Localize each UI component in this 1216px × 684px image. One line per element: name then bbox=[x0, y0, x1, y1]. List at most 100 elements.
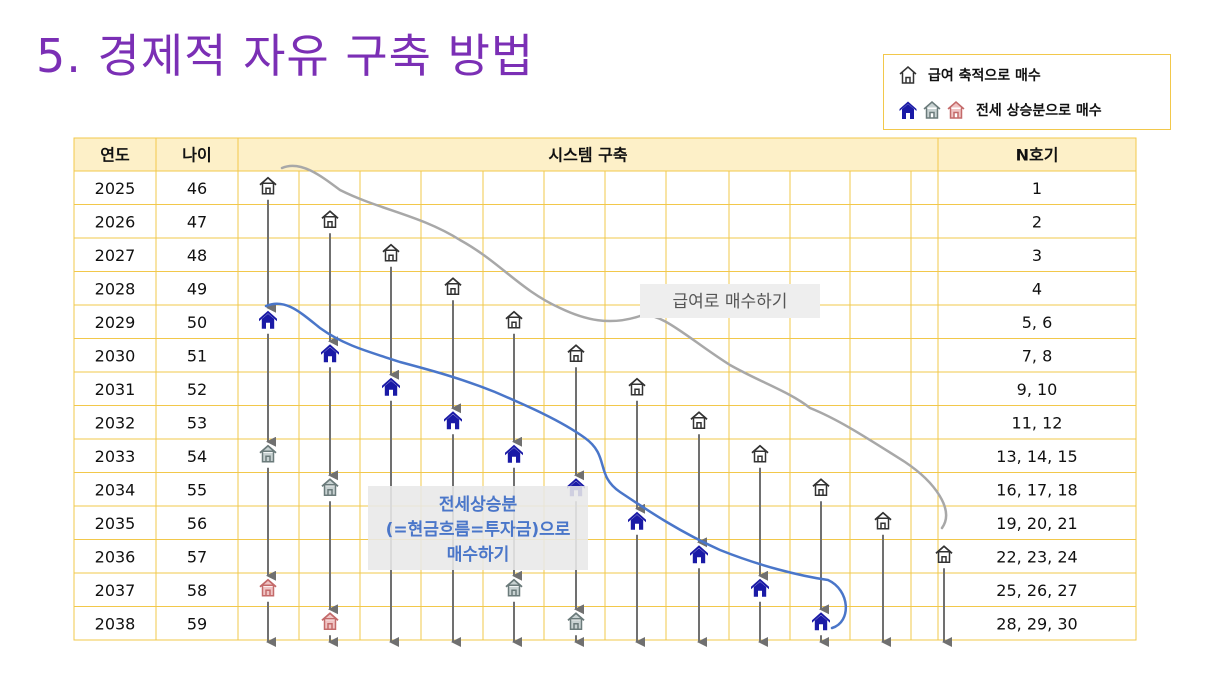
cell-age: 46 bbox=[187, 179, 207, 198]
house-blue-icon bbox=[444, 411, 462, 430]
house-shape bbox=[382, 243, 400, 262]
house-roof bbox=[751, 578, 769, 590]
house-roof bbox=[505, 310, 523, 320]
cell-year: 2037 bbox=[95, 581, 136, 600]
house-body bbox=[753, 581, 767, 597]
house-door bbox=[573, 623, 579, 630]
house-roof bbox=[505, 444, 523, 456]
house-door bbox=[511, 589, 517, 596]
house-body bbox=[261, 313, 275, 329]
house-door bbox=[818, 489, 824, 496]
cell-age: 49 bbox=[187, 279, 207, 298]
house-body bbox=[630, 514, 644, 530]
cell-n: 2 bbox=[1032, 212, 1042, 231]
cell-n: 7, 8 bbox=[1022, 346, 1053, 365]
house-roof bbox=[259, 578, 277, 588]
salary-note-bg bbox=[640, 284, 820, 318]
cell-year: 2029 bbox=[95, 313, 136, 332]
cell-n: 16, 17, 18 bbox=[996, 480, 1077, 499]
house-gray-icon bbox=[567, 612, 585, 630]
header-n: N호기 bbox=[1016, 146, 1059, 165]
legend-row-salary: 급여 축적으로 매수 bbox=[898, 65, 1041, 85]
house-roof bbox=[321, 210, 339, 219]
cell-age: 57 bbox=[187, 547, 207, 566]
house-roof bbox=[874, 511, 892, 521]
house-body bbox=[507, 447, 521, 463]
house-shape bbox=[628, 377, 646, 396]
house-roof bbox=[935, 545, 953, 554]
cell-age: 56 bbox=[187, 514, 207, 533]
cell-n: 1 bbox=[1032, 179, 1042, 198]
house-shape bbox=[567, 612, 585, 630]
house-body bbox=[446, 414, 460, 430]
house-shape bbox=[505, 310, 523, 329]
cell-age: 53 bbox=[187, 413, 207, 432]
house-blue-icon bbox=[505, 444, 523, 463]
cell-n: 28, 29, 30 bbox=[996, 614, 1077, 633]
cell-year: 2026 bbox=[95, 212, 136, 231]
house-shape bbox=[874, 511, 892, 530]
house-roof bbox=[812, 612, 830, 623]
house-outline-icon bbox=[899, 66, 917, 84]
house-roof bbox=[567, 478, 585, 489]
house-blue-icon bbox=[751, 578, 769, 597]
house-roof bbox=[321, 612, 339, 621]
cell-n: 13, 14, 15 bbox=[996, 447, 1077, 466]
house-blue-icon bbox=[321, 344, 339, 363]
cell-age: 59 bbox=[187, 614, 207, 633]
house-shape bbox=[259, 578, 277, 597]
house-roof bbox=[259, 310, 277, 322]
house-roof bbox=[259, 444, 277, 454]
header-system: 시스템 구축 bbox=[548, 146, 627, 165]
house-outline-icon bbox=[321, 210, 339, 228]
house-door bbox=[757, 455, 763, 462]
house-blue-icon bbox=[382, 377, 400, 396]
house-body bbox=[384, 380, 398, 396]
house-door bbox=[265, 455, 271, 462]
cell-n: 5, 6 bbox=[1022, 313, 1053, 332]
house-outline-icon bbox=[505, 310, 523, 329]
deposit-note-line: 전세상승분 bbox=[439, 495, 518, 515]
house-gray-icon bbox=[505, 578, 523, 597]
cell-year: 2036 bbox=[95, 547, 136, 566]
house-roof bbox=[567, 344, 585, 353]
house-door bbox=[880, 522, 886, 529]
cell-age: 50 bbox=[187, 313, 207, 332]
house-shape bbox=[812, 478, 830, 496]
cell-age: 55 bbox=[187, 480, 207, 499]
deposit-note-line: 매수하기 bbox=[447, 545, 510, 565]
house-body bbox=[692, 548, 706, 564]
house-roof bbox=[567, 612, 585, 621]
deposit-note-line: (=현금흐름=투자금)으로 bbox=[386, 520, 571, 540]
cell-year: 2025 bbox=[95, 179, 136, 198]
cell-year: 2028 bbox=[95, 279, 136, 298]
salary-note: 급여로 매수하기 bbox=[673, 292, 788, 312]
house-gray-icon bbox=[923, 101, 941, 119]
cell-n: 19, 20, 21 bbox=[996, 514, 1077, 533]
house-shape bbox=[505, 578, 523, 597]
cell-age: 47 bbox=[187, 212, 207, 231]
house-door bbox=[696, 422, 702, 429]
header-year: 연도 bbox=[100, 146, 130, 165]
house-body bbox=[323, 347, 337, 363]
house-roof bbox=[321, 478, 339, 487]
house-shape bbox=[321, 478, 339, 496]
house-outline-icon bbox=[751, 444, 769, 463]
house-door bbox=[388, 254, 394, 261]
legend-box: 급여 축적으로 매수 전세 상승분으로 매수 bbox=[883, 54, 1171, 130]
cell-year: 2031 bbox=[95, 380, 136, 399]
house-door bbox=[573, 355, 579, 362]
cell-year: 2038 bbox=[95, 614, 136, 633]
house-shape bbox=[444, 277, 462, 295]
house-blue-icon bbox=[690, 545, 708, 564]
house-outline-icon bbox=[935, 545, 953, 563]
house-door bbox=[634, 388, 640, 395]
house-door bbox=[941, 556, 947, 563]
cell-n: 3 bbox=[1032, 246, 1042, 265]
cell-n: 9, 10 bbox=[1017, 380, 1058, 399]
deposit-note-bg bbox=[368, 486, 588, 570]
house-roof bbox=[628, 511, 646, 523]
house-roof bbox=[444, 277, 462, 286]
cell-year: 2034 bbox=[95, 480, 136, 499]
